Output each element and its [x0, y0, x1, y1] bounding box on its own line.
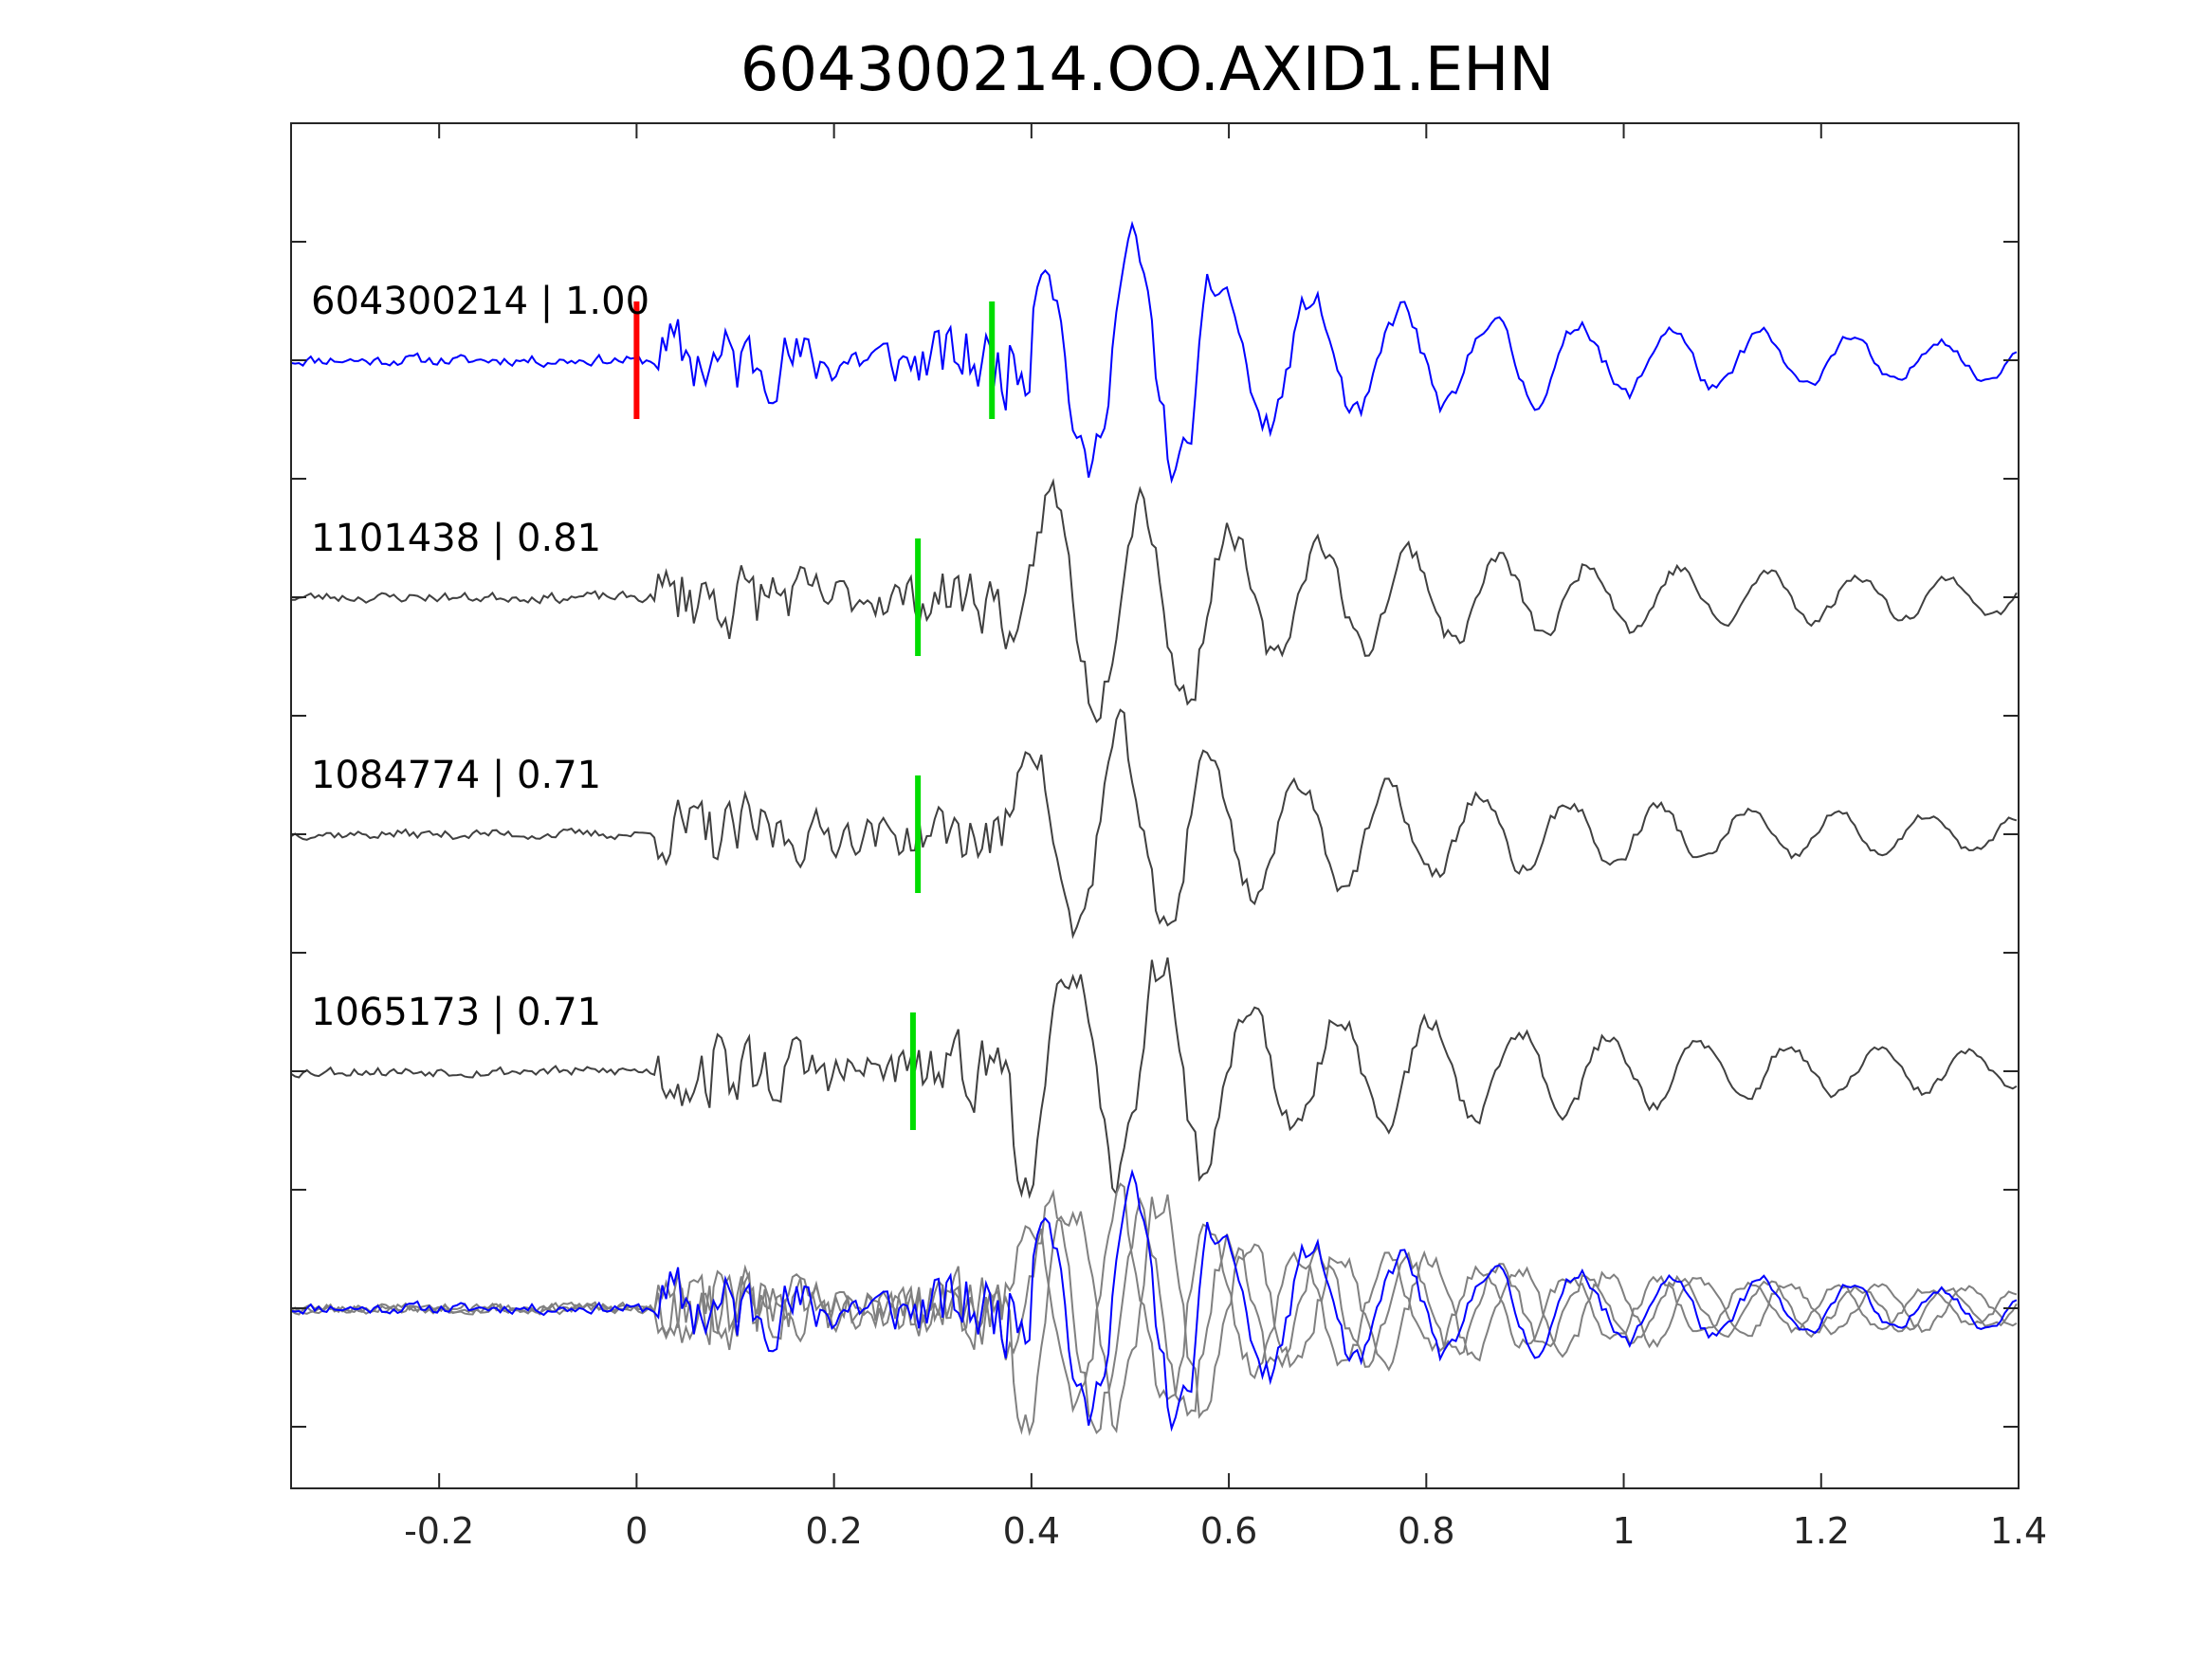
axis-ticks: -0.2 0 0.2 0.4 0.6 0.8 1 1.2 1.4	[291, 123, 2047, 1552]
overlay-line-1065173	[290, 1194, 2018, 1436]
trace-label-1101438: 1101438 | 0.81	[311, 517, 601, 560]
x-tick-label: 1.4	[1990, 1510, 2047, 1552]
trace-line-604300214	[290, 220, 2018, 484]
plot-frame	[290, 122, 2020, 1489]
trace-line-1101438	[290, 478, 2018, 724]
traces-layer	[290, 220, 2018, 1436]
x-tick-label: -0.2	[404, 1510, 474, 1552]
x-tick-label: 0	[625, 1510, 648, 1552]
trace-label-1065173: 1065173 | 0.71	[311, 991, 601, 1034]
x-tick-label: 0.2	[805, 1510, 862, 1552]
trace-label-1084774: 1084774 | 0.71	[311, 754, 601, 797]
trace-label-604300214: 604300214 | 1.00	[311, 280, 649, 323]
chart-title: 604300214.OO.AXID1.EHN	[740, 35, 1555, 105]
trace-labels: 604300214 | 1.00 1101438 | 0.81 1084774 | …	[311, 280, 649, 1034]
overlay-line-1084774	[290, 1182, 2018, 1413]
overlay-line-1101438	[290, 1189, 2018, 1435]
x-tick-label: 1	[1612, 1510, 1635, 1552]
x-tick-label: 0.8	[1398, 1510, 1454, 1552]
x-tick-label: 1.2	[1793, 1510, 1850, 1552]
overlay-line-604300214	[290, 1168, 2018, 1432]
x-tick-label: 0.6	[1200, 1510, 1257, 1552]
trace-line-1065173	[290, 957, 2018, 1199]
trace-line-1084774	[290, 708, 2018, 939]
x-tick-label: 0.4	[1003, 1510, 1060, 1552]
